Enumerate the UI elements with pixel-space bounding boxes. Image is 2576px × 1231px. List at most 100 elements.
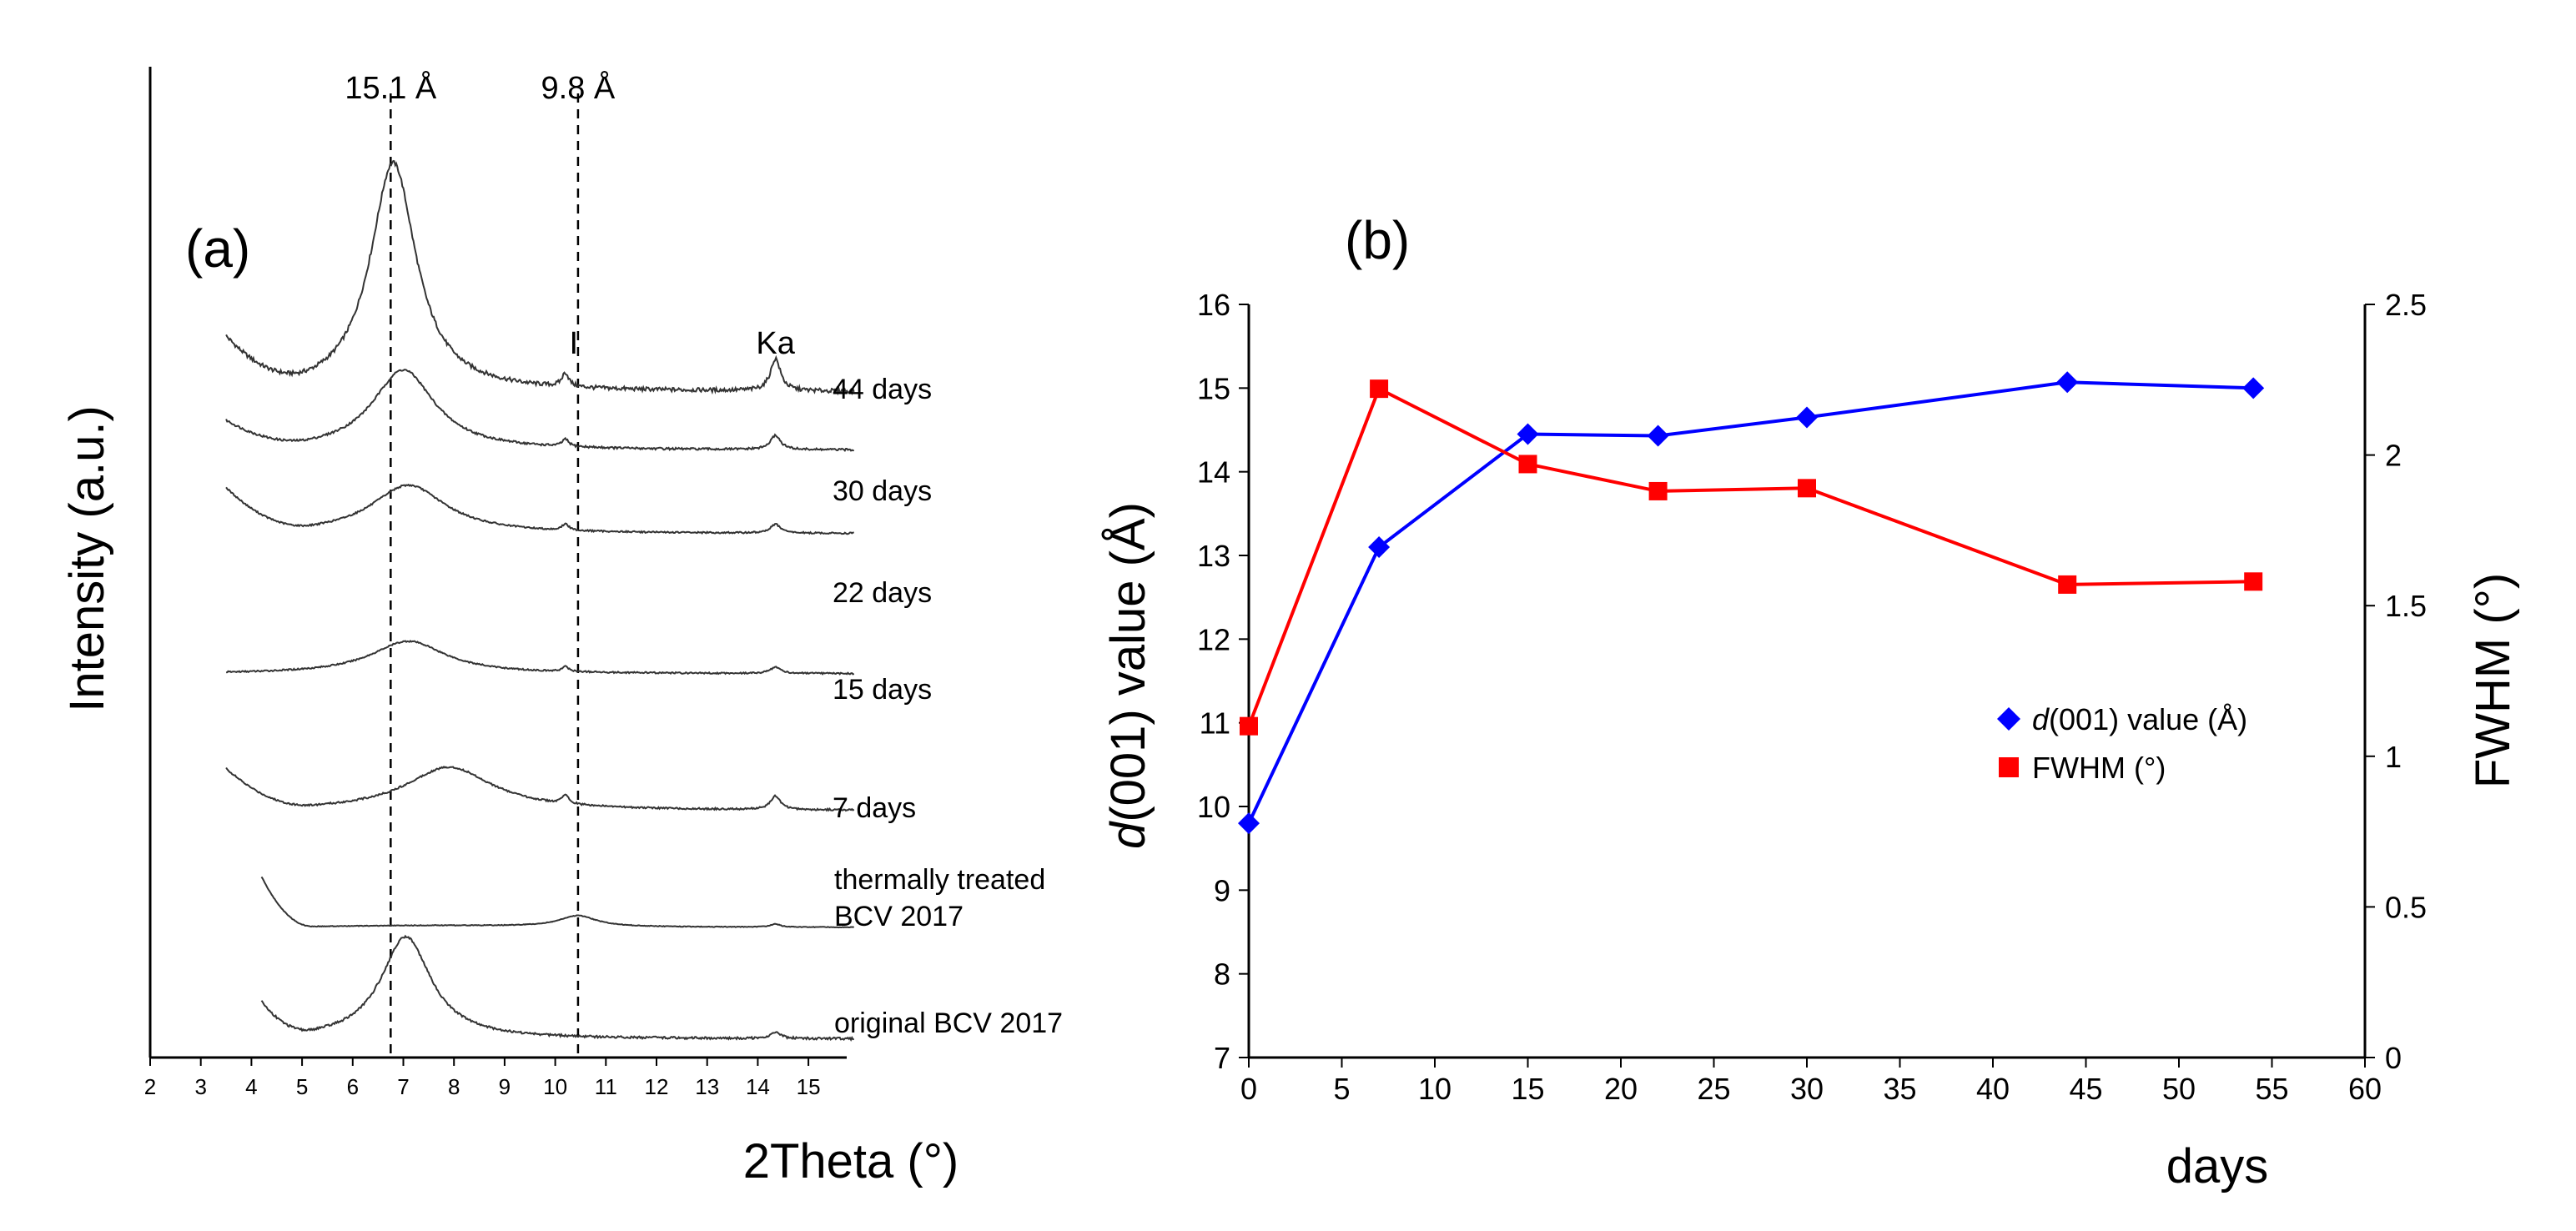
panel-b-right-tick-label: 0 bbox=[2385, 1041, 2402, 1075]
d001-point-1 bbox=[1368, 535, 1391, 558]
trace-label-0: 44 days bbox=[833, 374, 932, 405]
xrd-trace-6 bbox=[260, 934, 854, 1042]
panel-b-right-tick-label: 1.5 bbox=[2385, 589, 2427, 623]
panel-b-left-axis-title: d(001) value (Å) bbox=[1101, 502, 1155, 849]
d001-point-2 bbox=[1517, 423, 1539, 445]
reference-line-label-1: 9.8 Å bbox=[541, 69, 616, 106]
panel-b-label: (b) bbox=[1345, 210, 1410, 270]
legend: d(001) value (Å) FWHM (°) bbox=[1997, 702, 2247, 785]
reference-line-label-0: 15.1 Å bbox=[345, 69, 437, 106]
panel-b-left-tick-label: 9 bbox=[1214, 873, 1230, 907]
panel-b-left-tick-label: 10 bbox=[1197, 790, 1230, 824]
trace-label-3: 15 days bbox=[833, 674, 932, 706]
panel-b-x-tick-label: 55 bbox=[2255, 1072, 2288, 1106]
panel-b-x-tick-label: 30 bbox=[1790, 1072, 1824, 1106]
fwhm-point-3 bbox=[1648, 481, 1668, 500]
panel-b-x-tick-label: 15 bbox=[1511, 1072, 1544, 1106]
panel-a-label: (a) bbox=[185, 219, 250, 279]
panel-a-x-tick-label: 14 bbox=[746, 1074, 770, 1099]
trace-label-1: 30 days bbox=[833, 475, 932, 507]
panel-b-series bbox=[1238, 371, 2265, 835]
panel-b-left-ticks: 7 8 9 10 11 12 13 14 15 16 bbox=[1197, 288, 1249, 1075]
panel-a-x-tick-label: 3 bbox=[194, 1074, 206, 1099]
panel-b-x-tick-label: 25 bbox=[1697, 1072, 1730, 1106]
d001-point-6 bbox=[2242, 377, 2265, 399]
legend-d001-text: (001) value (Å) bbox=[2049, 702, 2247, 736]
panel-b-left-tick-label: 12 bbox=[1197, 622, 1230, 656]
fwhm-point-2 bbox=[1518, 455, 1537, 474]
panel-a-x-tick-label: 12 bbox=[645, 1074, 669, 1099]
panel-a-trace-labels: 44 days 30 days 22 days 15 days 7 days therma… bbox=[833, 374, 1063, 1039]
panel-b-left-tick-label: 14 bbox=[1197, 455, 1230, 490]
panel-b-right-tick-label: 2.5 bbox=[2385, 288, 2427, 322]
legend-item-fwhm: FWHM (°) bbox=[2032, 751, 2166, 785]
panel-a-x-ticks: 2 3 4 5 6 7 8 9 10 11 12 13 14 15 bbox=[144, 1058, 821, 1099]
panel-b-left-tick-label: 7 bbox=[1214, 1041, 1230, 1075]
panel-a-x-tick-label: 4 bbox=[245, 1074, 257, 1099]
panel-b-left-tick-label: 13 bbox=[1197, 539, 1230, 573]
series-line-1 bbox=[1247, 386, 2254, 727]
panel-b-x-ticks: 0 5 10 15 20 25 30 35 40 45 50 55 60 bbox=[1240, 1058, 2382, 1106]
fwhm-point-0 bbox=[1240, 716, 1258, 736]
panel-a-x-axis-title: 2Theta (°) bbox=[743, 1134, 959, 1188]
panel-a-x-tick-label: 15 bbox=[797, 1074, 821, 1099]
panel-b-right-tick-label: 1 bbox=[2385, 740, 2402, 774]
d001-point-4 bbox=[1796, 406, 1818, 429]
annotation-illite: I bbox=[569, 326, 578, 361]
xrd-trace-2 bbox=[225, 483, 854, 535]
panel-a-x-tick-label: 11 bbox=[595, 1074, 617, 1099]
panel-a-x-tick-label: 7 bbox=[397, 1074, 409, 1099]
panel-a-x-tick-label: 2 bbox=[144, 1074, 156, 1099]
swelling-panel-b: (b) 0 5 10 15 20 25 30 35 40 45 50 55 60 78910111213… bbox=[1101, 210, 2520, 1193]
d001-point-0 bbox=[1238, 812, 1260, 835]
panel-a-x-tick-label: 10 bbox=[543, 1074, 567, 1099]
trace-label-5: BCV 2017 bbox=[834, 901, 963, 932]
panel-a-x-tick-label: 8 bbox=[448, 1074, 460, 1099]
panel-a-x-tick-label: 9 bbox=[499, 1074, 511, 1099]
panel-b-left-tick-label: 11 bbox=[1200, 706, 1230, 741]
panel-b-x-tick-label: 10 bbox=[1418, 1072, 1452, 1106]
panel-b-left-tick-label: 15 bbox=[1197, 371, 1230, 405]
trace-label-2: 22 days bbox=[833, 577, 932, 609]
annotation-kaolinite: Ka bbox=[756, 326, 795, 361]
xrd-trace-0 bbox=[225, 159, 855, 396]
panel-b-right-axis-title: FWHM (°) bbox=[2466, 573, 2520, 788]
legend-d-symbol: d bbox=[2032, 702, 2050, 736]
panel-b-left-tick-label: 8 bbox=[1214, 957, 1230, 992]
xrd-panel-a: (a) 2 3 4 5 6 7 8 9 10 11 12 13 14 15 15.1 Å 9.8 Å 44 … bbox=[60, 67, 1063, 1188]
panel-a-x-tick-label: 13 bbox=[695, 1074, 719, 1099]
d001-point-5 bbox=[2056, 371, 2079, 394]
panel-b-right-tick-label: 0.5 bbox=[2385, 890, 2427, 924]
d001-point-3 bbox=[1647, 425, 1669, 447]
panel-b-right-ticks: 0 0.5 1 1.5 2 2.5 bbox=[2365, 288, 2427, 1075]
panel-a-x-tick-label: 6 bbox=[347, 1074, 359, 1099]
fwhm-point-4 bbox=[1798, 479, 1816, 498]
legend-square-marker bbox=[1999, 757, 2019, 777]
panel-b-x-tick-label: 60 bbox=[2348, 1072, 2382, 1106]
panel-b-left-tick-label: 16 bbox=[1197, 288, 1230, 322]
legend-diamond-marker bbox=[1997, 707, 2020, 731]
xrd-trace-1 bbox=[225, 369, 855, 453]
panel-b-x-tick-label: 50 bbox=[2162, 1072, 2196, 1106]
panel-b-x-tick-label: 20 bbox=[1604, 1072, 1638, 1106]
panel-a-y-axis-title: Intensity (a.u.) bbox=[60, 405, 114, 711]
panel-a-reference-lines: 15.1 Å 9.8 Å bbox=[345, 69, 616, 1058]
fwhm-point-5 bbox=[2058, 575, 2077, 594]
panel-b-right-tick-label: 2 bbox=[2385, 439, 2402, 473]
panel-b-x-tick-label: 0 bbox=[1240, 1072, 1257, 1106]
panel-b-x-axis-title: days bbox=[2166, 1139, 2269, 1193]
legend-item-d001: d(001) value (Å) bbox=[2032, 702, 2247, 736]
panel-b-x-tick-label: 45 bbox=[2069, 1072, 2102, 1106]
panel-a-traces bbox=[225, 159, 855, 1042]
fwhm-point-1 bbox=[1370, 379, 1389, 399]
trace-label-5: thermally treated bbox=[834, 864, 1045, 896]
trace-label-4: 7 days bbox=[833, 792, 916, 824]
panel-b-x-tick-label: 5 bbox=[1333, 1072, 1350, 1106]
panel-b-x-tick-label: 35 bbox=[1883, 1072, 1916, 1106]
xrd-trace-4 bbox=[225, 766, 855, 812]
fwhm-point-6 bbox=[2244, 572, 2263, 591]
xrd-trace-3 bbox=[226, 640, 855, 676]
trace-label-6: original BCV 2017 bbox=[834, 1007, 1063, 1039]
xrd-trace-5 bbox=[260, 876, 855, 929]
